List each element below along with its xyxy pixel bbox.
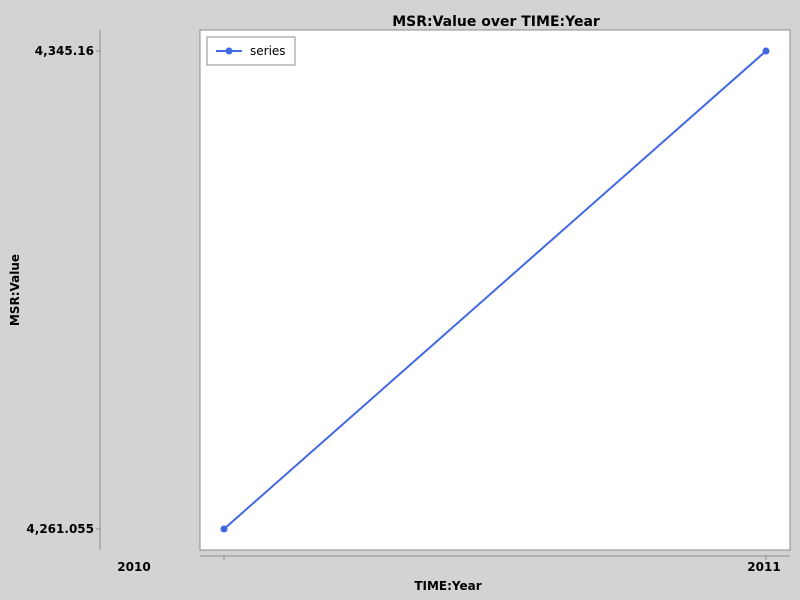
y-tick-label: 4,345.16: [35, 44, 94, 58]
legend: series: [206, 36, 296, 66]
series-line: [223, 50, 767, 530]
y-tick-label: 4,261.055: [26, 522, 94, 536]
x-axis-label: TIME:Year: [414, 579, 481, 593]
y-axis-label: MSR:Value: [8, 254, 22, 326]
y-axis-ticks: 4,261.055 4,345.16: [26, 44, 100, 536]
legend-marker: [225, 47, 233, 55]
x-tick-label: 2011: [747, 560, 780, 574]
x-tick-label: 2010: [117, 560, 150, 574]
data-point: [762, 47, 770, 55]
series-layer: [220, 47, 770, 533]
chart-title: MSR:Value over TIME:Year: [392, 14, 600, 30]
x-axis-ticks: 2010 2011: [117, 556, 781, 574]
legend-entry: series: [250, 44, 286, 58]
data-point: [220, 525, 228, 533]
